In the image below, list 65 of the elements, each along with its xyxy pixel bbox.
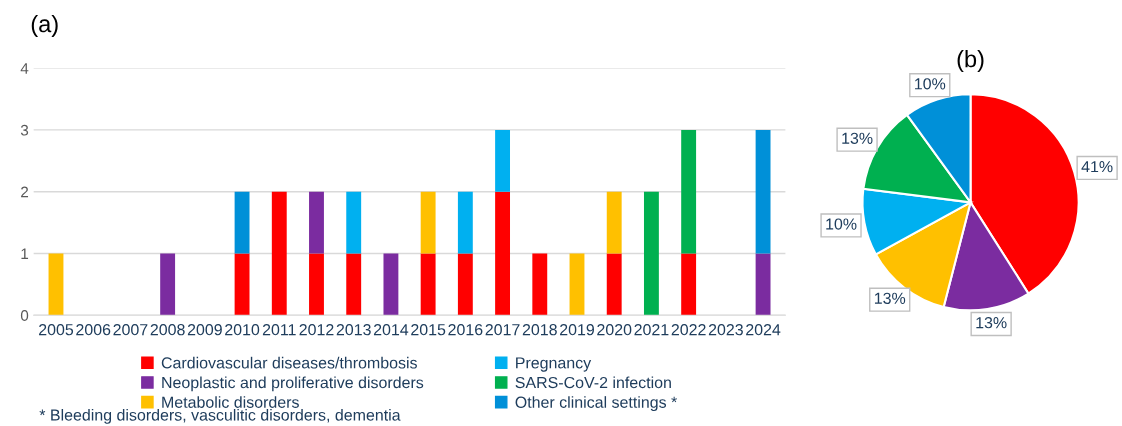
bar [681,129,697,254]
data-label: 13% [874,292,906,304]
bar [234,191,250,254]
x-tick-label: 2012 [299,324,334,336]
bar [346,253,362,316]
legend-label: Cardiovascular diseases/thrombosis [161,356,417,369]
y-tick-label: 3 [20,124,29,136]
x-tick-label: 2019 [560,324,595,336]
y-tick-label: 4 [20,63,29,74]
data-label: 13% [842,132,873,144]
x-tick-label: 2016 [448,324,483,336]
bar [234,253,250,316]
bar [271,191,287,316]
chart-title: (b) [957,50,984,73]
bar [420,191,436,254]
x-tick-label: 2011 [262,324,296,336]
y-tick-label: 1 [21,248,29,260]
x-tick-label: 2014 [373,324,409,336]
legend-label: Neoplastic and proliferative disorders [162,376,424,392]
x-tick-label: 2010 [225,324,260,336]
legend-label: SARS-CoV-2 infection [515,376,671,389]
x-tick-label: 2007 [113,324,148,336]
bar [420,253,436,316]
x-tick-label: 2015 [411,324,446,336]
bar [346,191,362,254]
bar [532,253,548,316]
bar [755,129,771,254]
bar [606,253,622,316]
chart-title: (a) [31,14,58,37]
bar [643,191,659,316]
bar [681,253,697,316]
x-tick-label: 2009 [187,324,222,336]
x-tick-label: 2005 [39,324,74,336]
legend-label: Pregnancy [516,357,592,372]
x-tick-label: 2013 [336,324,371,336]
x-tick-label: 2022 [671,324,706,336]
bar [48,253,64,316]
data-label: 41% [1081,161,1113,173]
bar [457,253,473,316]
bar [755,253,771,316]
bar [309,253,324,316]
data-label: 10% [826,218,857,230]
bar [495,191,511,316]
bar [160,253,176,316]
legend-label: Metabolic disorders [162,396,299,408]
x-tick-label: 2023 [708,324,743,336]
data-label: 13% [976,316,1007,329]
legend-label: Other clinical settings * [515,396,677,412]
bar [495,129,511,192]
bar [309,191,324,254]
x-tick-label: 2021 [634,324,669,336]
data-label: 10% [915,78,946,90]
x-tick-label: 2018 [522,324,557,336]
x-tick-label: 2006 [76,324,111,336]
bar [383,253,399,316]
x-tick-label: 2020 [597,324,632,336]
x-tick-label: 2024 [746,324,781,336]
y-tick-label: 2 [21,186,29,198]
x-tick-label: 2008 [150,324,185,336]
bar [606,191,622,254]
y-tick-label: 0 [20,310,29,321]
x-tick-label: 2017 [485,324,520,336]
text: * Bleeding disorders, vasculitic disorders, dementia [39,408,401,424]
bar [569,253,585,316]
bar [457,191,473,254]
